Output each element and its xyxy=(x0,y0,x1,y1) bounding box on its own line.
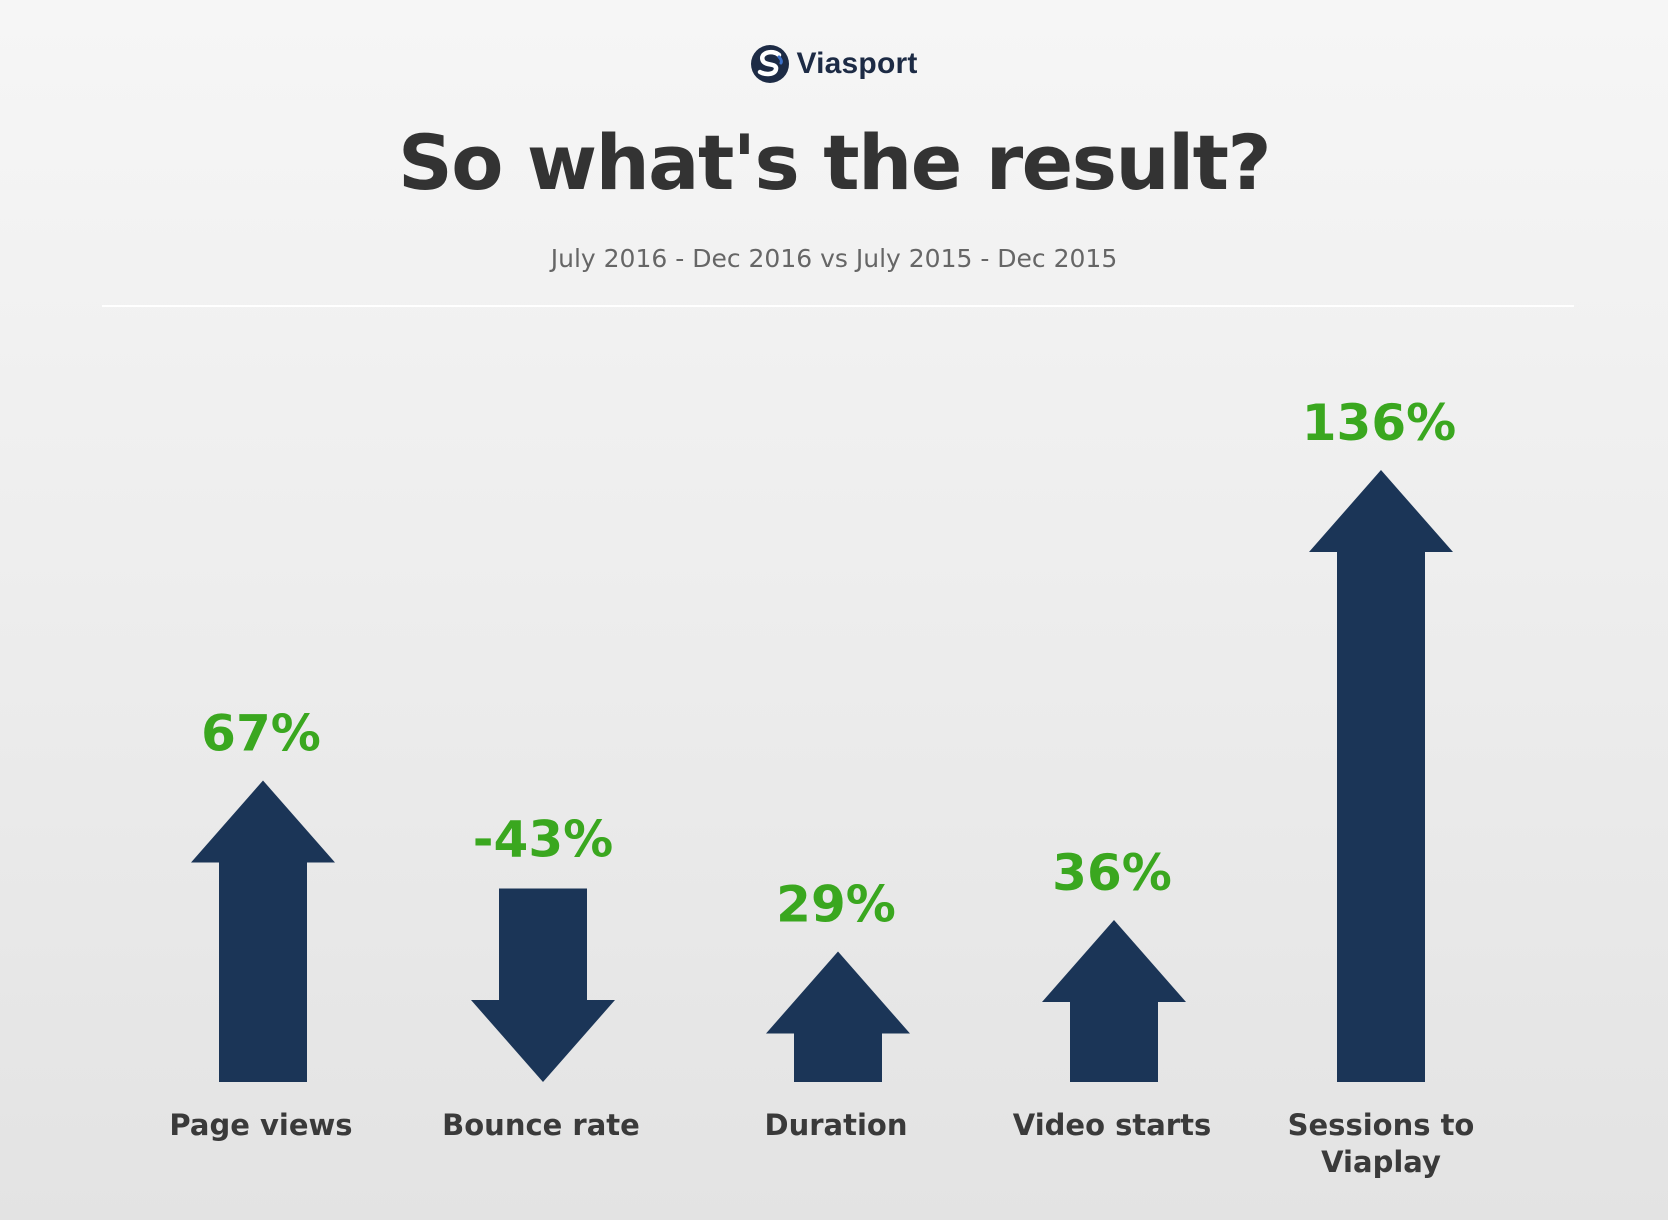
page-subtitle: July 2016 - Dec 2016 vs July 2015 - Dec … xyxy=(550,244,1118,273)
arrow-duration xyxy=(766,951,910,1082)
arrow-bounce-rate xyxy=(471,888,615,1082)
category-label-video-starts: Video starts xyxy=(1013,1108,1211,1142)
value-label-bounce-rate: -43% xyxy=(473,811,613,869)
value-label-page-views: 67% xyxy=(201,705,321,763)
category-label-duration: Duration xyxy=(765,1108,908,1142)
arrow-video-starts xyxy=(1042,920,1186,1082)
arrow-sessions-to-viaplay xyxy=(1309,470,1453,1082)
category-label-bounce-rate: Bounce rate xyxy=(442,1108,640,1142)
category-label-page-views: Page views xyxy=(169,1108,352,1142)
logo-text: Viasport xyxy=(796,47,918,80)
page-title: So what's the result? xyxy=(397,118,1272,207)
category-label-sessions-to-viaplay: Sessions to Viaplay xyxy=(1288,1108,1475,1179)
viasport-logo: Viasport xyxy=(0,44,1668,84)
viasport-logo-icon xyxy=(751,45,790,83)
value-label-sessions-to-viaplay: 136% xyxy=(1302,394,1456,452)
value-label-video-starts: 36% xyxy=(1052,844,1172,902)
divider xyxy=(102,305,1574,307)
value-label-duration: 29% xyxy=(776,876,896,934)
arrow-page-views xyxy=(191,780,335,1082)
